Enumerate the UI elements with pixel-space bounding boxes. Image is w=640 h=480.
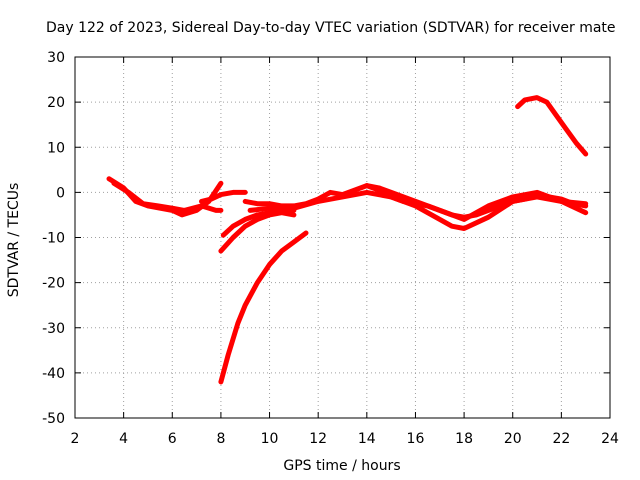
y-tick-label: 10	[47, 140, 65, 156]
x-tick-label: 10	[261, 431, 279, 447]
series-track-f	[199, 189, 248, 204]
series-layer	[106, 95, 589, 385]
x-tick-label: 22	[552, 431, 570, 447]
x-tick-label: 6	[168, 431, 177, 447]
tick-layer: 2 4 6 8 10 12 14 16 18 20 22 243020100-10-20-30-40-…	[42, 50, 619, 447]
y-tick-label: 30	[47, 50, 65, 66]
series-track-i	[364, 183, 589, 222]
y-tick-label: -40	[42, 366, 65, 382]
x-tick-label: 20	[504, 431, 522, 447]
y-tick-label: -30	[42, 321, 65, 337]
x-tick-label: 16	[407, 431, 425, 447]
x-tick-label: 14	[358, 431, 376, 447]
series-track-c	[218, 230, 309, 385]
series-track-b	[111, 180, 224, 213]
x-tick-label: 4	[119, 431, 128, 447]
y-tick-label: -20	[42, 276, 65, 292]
series-track-j	[515, 95, 589, 157]
y-axis-label: SDTVAR / TECUs	[6, 183, 22, 298]
y-tick-label: -10	[42, 231, 65, 247]
grid	[75, 57, 610, 418]
y-tick-label: -50	[42, 411, 65, 427]
x-tick-label: 12	[309, 431, 327, 447]
series-track-d	[218, 210, 297, 254]
chart-title: Day 122 of 2023, Sidereal Day-to-day VTE…	[46, 20, 616, 36]
y-tick-label: 0	[56, 185, 65, 201]
x-tick-label: 8	[216, 431, 225, 447]
x-tick-label: 2	[71, 431, 80, 447]
x-tick-label: 18	[455, 431, 473, 447]
series-track-h	[247, 189, 589, 231]
y-tick-label: 20	[47, 95, 65, 111]
x-axis-label: GPS time / hours	[283, 458, 400, 474]
x-tick-label: 24	[601, 431, 619, 447]
